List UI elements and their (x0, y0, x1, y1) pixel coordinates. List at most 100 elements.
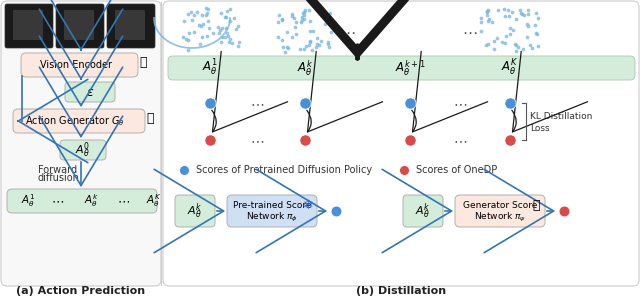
FancyBboxPatch shape (403, 195, 443, 227)
Point (220, 15, 230, 20)
Point (522, 22, 532, 27)
Text: $\cdots$: $\cdots$ (453, 96, 467, 110)
Point (296, 14, 307, 19)
Point (284, 46, 294, 51)
Point (289, 16, 300, 20)
Point (504, 13, 515, 18)
Point (516, 12, 527, 17)
Point (509, 42, 520, 47)
Text: Forward: Forward (38, 165, 77, 175)
Text: (b) Distillation: (b) Distillation (356, 286, 446, 296)
Point (179, 19, 189, 24)
Point (311, 45, 321, 50)
Point (300, 101, 310, 105)
Point (195, 42, 205, 46)
Point (282, 45, 292, 50)
Point (233, 43, 243, 48)
FancyBboxPatch shape (5, 4, 53, 48)
Point (198, 21, 209, 26)
Point (523, 24, 533, 29)
FancyBboxPatch shape (21, 53, 138, 77)
Text: $A^K_\theta$: $A^K_\theta$ (146, 193, 162, 209)
Point (221, 8, 232, 13)
Point (308, 28, 319, 33)
Text: KL Distillation: KL Distillation (530, 112, 593, 121)
FancyBboxPatch shape (107, 4, 155, 48)
Point (323, 39, 333, 44)
Point (276, 17, 287, 22)
Point (304, 42, 314, 47)
Point (277, 38, 287, 42)
Text: $A^1_\theta$: $A^1_\theta$ (21, 193, 35, 209)
Text: $A^k_\theta$: $A^k_\theta$ (297, 58, 314, 78)
Point (222, 31, 232, 36)
Point (291, 32, 301, 37)
FancyBboxPatch shape (227, 195, 317, 227)
Text: $A^1_\theta$: $A^1_\theta$ (202, 58, 218, 78)
Point (305, 39, 316, 44)
Point (525, 42, 535, 47)
Point (217, 35, 227, 40)
Point (276, 17, 287, 22)
Point (299, 10, 309, 14)
FancyBboxPatch shape (56, 4, 104, 48)
Point (224, 39, 234, 44)
Point (489, 46, 499, 51)
Point (205, 101, 215, 105)
Text: $A^k_\theta$: $A^k_\theta$ (415, 201, 431, 221)
Point (531, 11, 541, 15)
Text: $A^{k+1}_\theta$: $A^{k+1}_\theta$ (395, 58, 426, 78)
Text: $\cdots$: $\cdots$ (250, 133, 264, 147)
Point (203, 7, 213, 11)
Point (482, 8, 492, 13)
FancyBboxPatch shape (13, 10, 43, 40)
Point (532, 32, 543, 36)
Point (515, 8, 525, 13)
Point (559, 209, 569, 213)
Point (186, 18, 196, 23)
Point (304, 7, 314, 12)
Text: Scores of Pretrained Diffusion Policy: Scores of Pretrained Diffusion Policy (196, 165, 372, 175)
Point (192, 9, 202, 14)
Point (296, 20, 307, 24)
Point (184, 30, 195, 35)
FancyBboxPatch shape (175, 195, 215, 227)
Point (221, 26, 231, 31)
FancyBboxPatch shape (13, 109, 145, 133)
Point (500, 34, 511, 39)
Point (179, 168, 189, 172)
Point (300, 138, 310, 142)
Text: 🔥: 🔥 (146, 113, 154, 126)
Point (214, 30, 224, 35)
Point (527, 45, 537, 50)
Point (483, 18, 493, 23)
Point (180, 37, 191, 42)
Text: Vision Encoder: Vision Encoder (40, 60, 111, 70)
Text: Action Generator $G_\theta$: Action Generator $G_\theta$ (25, 114, 125, 128)
Text: Scores of OneDP: Scores of OneDP (416, 165, 497, 175)
FancyBboxPatch shape (1, 1, 161, 286)
Text: diffusion: diffusion (38, 173, 80, 183)
Point (324, 45, 334, 50)
Point (278, 45, 288, 50)
Point (205, 138, 215, 142)
Point (202, 11, 212, 15)
Text: $\cdots$: $\cdots$ (118, 194, 131, 207)
Point (291, 25, 301, 29)
Text: $A^0_\theta$: $A^0_\theta$ (76, 140, 91, 160)
Point (511, 49, 522, 54)
Point (323, 42, 333, 47)
Text: Loss: Loss (530, 124, 550, 133)
FancyBboxPatch shape (60, 140, 106, 160)
Point (217, 25, 227, 30)
Point (505, 26, 515, 30)
Point (234, 40, 244, 45)
Text: $\cdots$: $\cdots$ (462, 24, 477, 39)
Point (305, 28, 315, 33)
Point (287, 14, 297, 18)
Point (481, 43, 492, 48)
Point (221, 14, 232, 19)
Text: $\cdots$: $\cdots$ (340, 24, 355, 39)
Text: ❄: ❄ (303, 199, 313, 212)
Point (405, 138, 415, 142)
